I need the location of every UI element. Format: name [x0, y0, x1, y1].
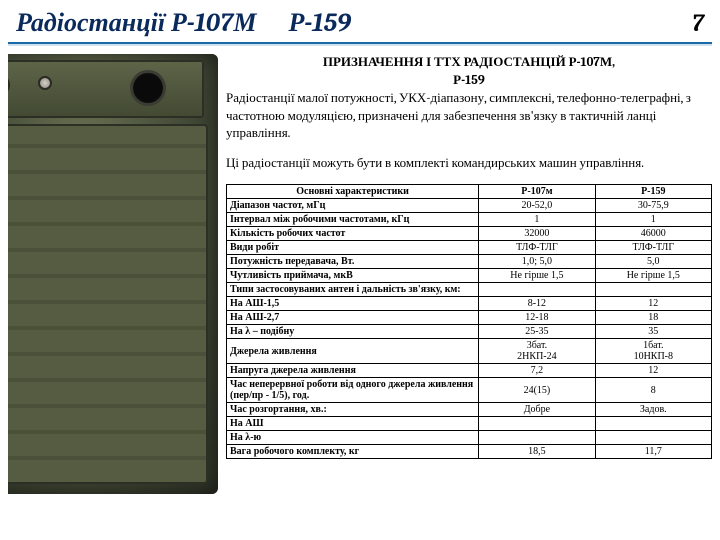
table-row: Інтервал між робочими частотами, кГц11 [227, 213, 712, 227]
radio-body-panel [0, 124, 208, 484]
cell-name: Кількість робочих частот [227, 227, 479, 241]
content-row: ПРИЗНАЧЕННЯ І ТТХ РАДІОСТАНЦІЙ Р-107М, Р… [0, 54, 720, 494]
cell-v2: Задов. [595, 403, 711, 417]
description-paragraph-2: Ці радіостанції можуть бути в комплекті … [226, 155, 712, 173]
cell-name: Напруга джерела живлення [227, 364, 479, 378]
table-col-v2: Р-159 [595, 185, 711, 199]
cell-v1: 20-52,0 [479, 199, 595, 213]
table-header-row: Основні характеристики Р-107м Р-159 [227, 185, 712, 199]
cell-name: Джерела живлення [227, 339, 479, 364]
radio-photo-placeholder [0, 54, 218, 494]
table-col-name: Основні характеристики [227, 185, 479, 199]
table-row: На АШ [227, 417, 712, 431]
cell-v2: 1бат. 10НКП-8 [595, 339, 711, 364]
table-row: Час розгортання, хв.:ДобреЗадов. [227, 403, 712, 417]
table-row: Діапазон частот, мГц20-52,030-75,9 [227, 199, 712, 213]
table-row: Час неперервної роботи від одного джерел… [227, 378, 712, 403]
description-heading-1: ПРИЗНАЧЕННЯ І ТТХ РАДІОСТАНЦІЙ Р-107М, [226, 54, 712, 70]
cell-v1 [479, 283, 595, 297]
cell-v2 [595, 283, 711, 297]
page-number: 7 [692, 9, 704, 37]
cell-v2: 12 [595, 364, 711, 378]
cell-v1: 3бат. 2НКП-24 [479, 339, 595, 364]
cell-v1 [479, 431, 595, 445]
table-row: Кількість робочих частот3200046000 [227, 227, 712, 241]
title-main: Радіостанції Р-107М [16, 8, 256, 38]
cell-v1: 1 [479, 213, 595, 227]
radio-lens-icon [130, 70, 166, 106]
cell-v2 [595, 431, 711, 445]
cell-name: На λ – подібну [227, 325, 479, 339]
table-row: Типи застосовуваних антен і дальність зв… [227, 283, 712, 297]
cell-v2: 11,7 [595, 445, 711, 459]
description-heading-2: Р-159 [226, 72, 712, 88]
cell-name: На λ-ю [227, 431, 479, 445]
title-sub: Р-159 [288, 8, 350, 38]
cell-name: Види робіт [227, 241, 479, 255]
radio-gauge-icon [0, 74, 10, 96]
table-row: Потужність передавача, Вт.1,0; 5,05,0 [227, 255, 712, 269]
table-row: Види робітТЛФ-ТЛГТЛФ-ТЛГ [227, 241, 712, 255]
table-row: На АШ-2,712-1818 [227, 311, 712, 325]
slide-header: Радіостанції Р-107М Р-159 7 [0, 0, 720, 42]
cell-v1: ТЛФ-ТЛГ [479, 241, 595, 255]
cell-v1: 18,5 [479, 445, 595, 459]
cell-v1: 32000 [479, 227, 595, 241]
cell-name: На АШ-2,7 [227, 311, 479, 325]
spec-table: Основні характеристики Р-107м Р-159 Діап… [226, 184, 712, 459]
table-row: Чутливість приймача, мкВНе гірше 1,5Не г… [227, 269, 712, 283]
table-row: На АШ-1,58-1212 [227, 297, 712, 311]
cell-v1: 24(15) [479, 378, 595, 403]
cell-v2: Не гірше 1,5 [595, 269, 711, 283]
table-row: На λ-ю [227, 431, 712, 445]
table-row: На λ – подібну25-3535 [227, 325, 712, 339]
cell-v2: 8 [595, 378, 711, 403]
cell-v1: 25-35 [479, 325, 595, 339]
cell-v1: Добре [479, 403, 595, 417]
header-rule [8, 42, 712, 46]
cell-v2 [595, 417, 711, 431]
cell-v2: 18 [595, 311, 711, 325]
cell-v2: 12 [595, 297, 711, 311]
description-paragraph-1: Радіостанції малої потужності, УКХ-діапа… [226, 90, 712, 143]
cell-v1: 7,2 [479, 364, 595, 378]
cell-name: Інтервал між робочими частотами, кГц [227, 213, 479, 227]
cell-name: Потужність передавача, Вт. [227, 255, 479, 269]
cell-name: Діапазон частот, мГц [227, 199, 479, 213]
cell-name: Типи застосовуваних антен і дальність зв… [227, 283, 479, 297]
cell-name: На АШ-1,5 [227, 297, 479, 311]
table-row: Напруга джерела живлення7,212 [227, 364, 712, 378]
cell-name: Час неперервної роботи від одного джерел… [227, 378, 479, 403]
cell-v1: 8-12 [479, 297, 595, 311]
radio-top-panel [0, 60, 204, 118]
cell-v2: 5,0 [595, 255, 711, 269]
cell-v2: ТЛФ-ТЛГ [595, 241, 711, 255]
table-row: Джерела живлення3бат. 2НКП-241бат. 10НКП… [227, 339, 712, 364]
radio-knob-icon [38, 76, 52, 90]
cell-name: Час розгортання, хв.: [227, 403, 479, 417]
cell-name: Вага робочого комплекту, кг [227, 445, 479, 459]
cell-name: Чутливість приймача, мкВ [227, 269, 479, 283]
table-col-v1: Р-107м [479, 185, 595, 199]
cell-v1: 12-18 [479, 311, 595, 325]
cell-v1: Не гірше 1,5 [479, 269, 595, 283]
cell-v2: 46000 [595, 227, 711, 241]
cell-v2: 30-75,9 [595, 199, 711, 213]
cell-name: На АШ [227, 417, 479, 431]
cell-v2: 1 [595, 213, 711, 227]
table-row: Вага робочого комплекту, кг18,511,7 [227, 445, 712, 459]
cell-v2: 35 [595, 325, 711, 339]
right-column: ПРИЗНАЧЕННЯ І ТТХ РАДІОСТАНЦІЙ Р-107М, Р… [218, 54, 712, 494]
cell-v1 [479, 417, 595, 431]
cell-v1: 1,0; 5,0 [479, 255, 595, 269]
